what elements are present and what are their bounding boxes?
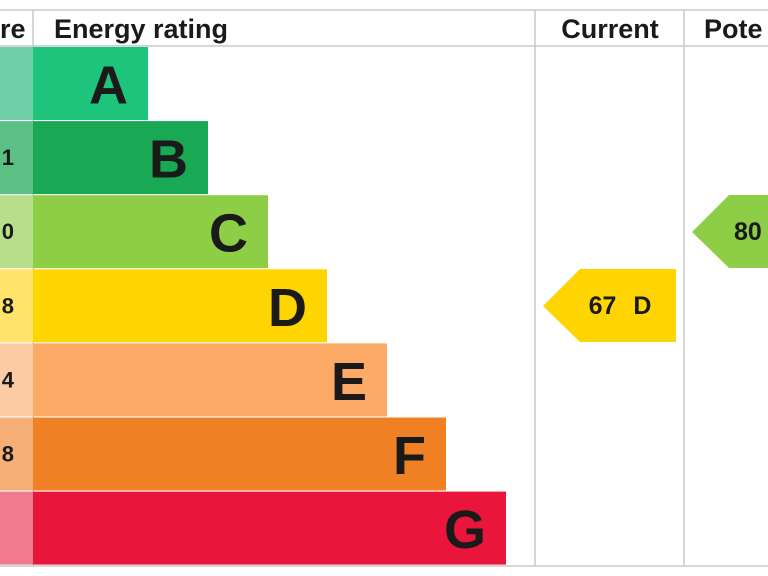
arrow-shape: [692, 195, 768, 268]
rating-bar: [33, 47, 148, 120]
score-cell: [0, 269, 33, 343]
current-rating: 67 D: [589, 292, 652, 320]
score: 4: [2, 367, 15, 392]
rating-letter: F: [393, 426, 426, 486]
rating-header: Energy rating: [54, 14, 228, 44]
score-cell: [0, 491, 33, 565]
rating-letter: C: [209, 204, 248, 264]
rating-bar: [33, 343, 387, 417]
rating-bar: [33, 269, 327, 343]
rating-letter: G: [444, 500, 486, 560]
score-cell: [0, 121, 33, 195]
rating-bar: [33, 195, 268, 269]
rating-letter: B: [149, 130, 188, 190]
rating-letter: E: [331, 352, 367, 412]
rating-letter: A: [89, 56, 128, 116]
rating-letter: D: [268, 278, 307, 338]
current-arrow: 67 D: [543, 269, 676, 342]
rating-bar: [33, 417, 446, 491]
score-header: re: [0, 14, 26, 44]
rating-bar: [33, 121, 208, 195]
score-cell: [0, 417, 33, 491]
arrow-shape: [543, 269, 676, 342]
current-header: Current: [561, 14, 659, 44]
score: 0: [2, 219, 14, 244]
rating-bar: [33, 491, 506, 565]
score-cell: [0, 47, 33, 120]
score: 8: [2, 442, 14, 467]
rating-rows: A 1 B 0 C 8 D 4 E 8 FG: [0, 47, 506, 565]
potential-header: Pote: [704, 14, 763, 44]
score: 1: [2, 145, 14, 170]
score-cell: [0, 343, 33, 417]
potential-arrow: 80: [692, 195, 768, 268]
potential-rating: 80: [734, 218, 762, 246]
score-cell: [0, 195, 33, 269]
score: 8: [2, 293, 14, 318]
